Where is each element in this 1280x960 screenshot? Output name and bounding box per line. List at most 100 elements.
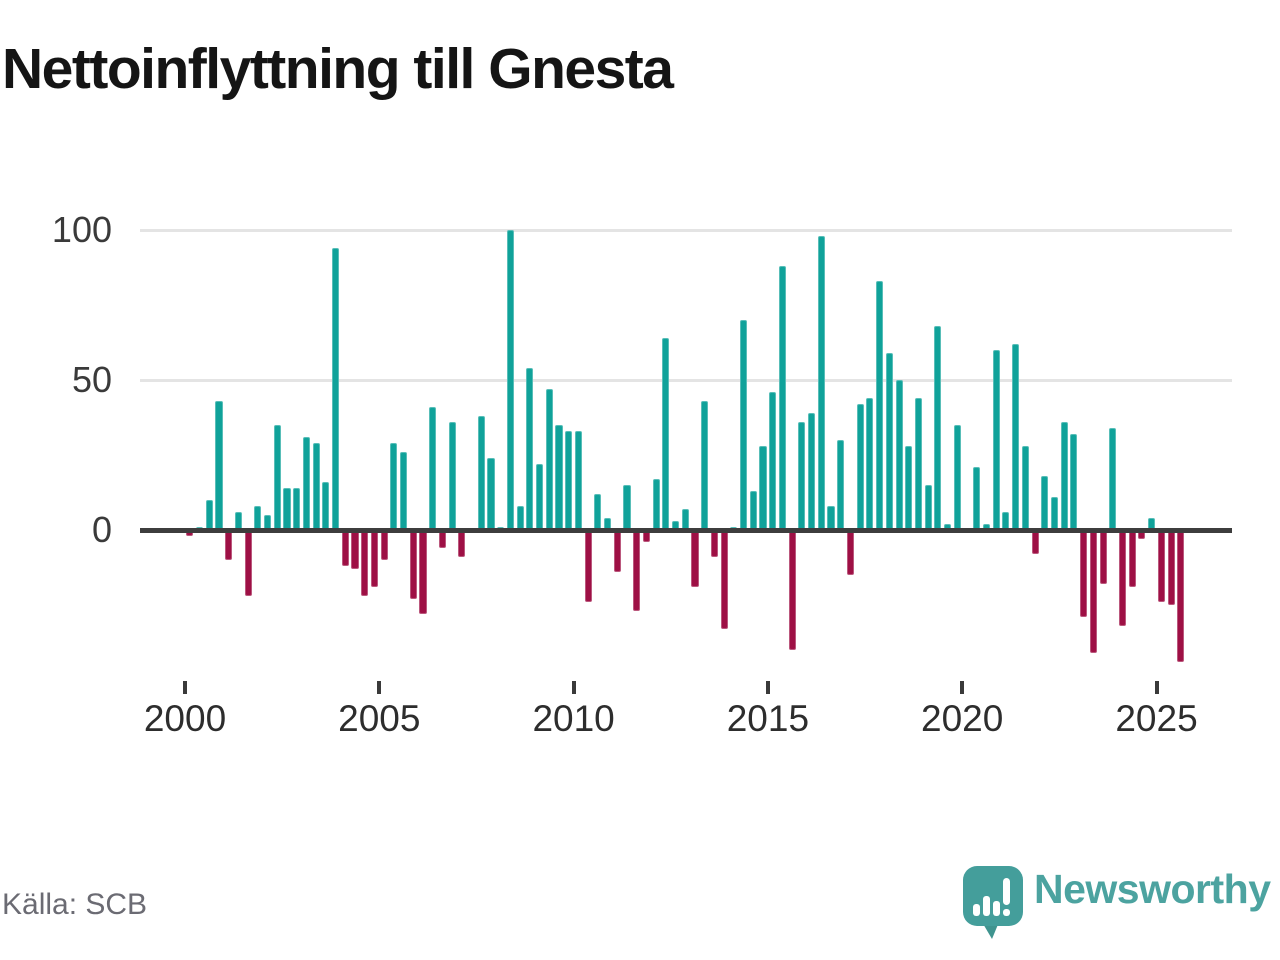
bar-2020-Q3 — [982, 524, 991, 530]
bar-2010-Q1 — [574, 431, 583, 530]
bar-2014-Q3 — [749, 491, 757, 530]
bar-2008-Q2 — [506, 230, 515, 530]
bar-2015-Q2 — [778, 266, 787, 530]
newsworthy-wordmark: Newsworthy — [1034, 866, 1271, 912]
bar-2009-Q2 — [545, 389, 553, 530]
bar-2023-Q1 — [1080, 530, 1088, 617]
bar-2021-Q1 — [1002, 512, 1010, 530]
bar-2003-Q4 — [332, 248, 340, 530]
bar-2001-Q2 — [234, 512, 242, 530]
bar-2023-Q4 — [1109, 428, 1117, 530]
bar-2017-Q2 — [856, 404, 864, 530]
bar-2006-Q4 — [448, 422, 456, 530]
bar-2013-Q2 — [701, 401, 709, 530]
bar-2024-Q1 — [1118, 530, 1127, 626]
bar-2017-Q1 — [846, 530, 855, 575]
bar-2023-Q3 — [1099, 530, 1107, 584]
source-caption: Källa: SCB — [2, 888, 148, 921]
bar-2015-Q3 — [788, 530, 796, 650]
bar-2024-Q2 — [1128, 530, 1136, 587]
bar-2006-Q1 — [419, 530, 427, 614]
bar-2023-Q2 — [1089, 530, 1097, 653]
bar-2022-Q2 — [1050, 497, 1059, 530]
bar-2012-Q3 — [672, 521, 680, 530]
bar-2000-Q4 — [215, 401, 223, 530]
bar-2022-Q3 — [1060, 422, 1068, 530]
bar-2005-Q3 — [400, 452, 408, 530]
bar-2013-Q4 — [720, 530, 728, 629]
gridline-100 — [140, 229, 1232, 232]
bar-2004-Q2 — [351, 530, 359, 569]
bar-2013-Q1 — [691, 530, 699, 587]
bar-2018-Q1 — [885, 353, 893, 530]
newsworthy-logo: Newsworthy — [962, 864, 1280, 940]
bar-2013-Q3 — [710, 530, 719, 557]
bar-2018-Q3 — [905, 446, 913, 530]
bar-2014-Q4 — [759, 446, 767, 530]
bar-2019-Q3 — [944, 524, 952, 530]
bar-2001-Q1 — [225, 530, 233, 560]
bar-2012-Q2 — [662, 338, 670, 530]
x-axis-tick-2000 — [183, 681, 187, 694]
bar-2010-Q3 — [594, 494, 602, 530]
bar-2000-Q3 — [205, 500, 213, 530]
y-axis-label-50: 50 — [71, 359, 112, 400]
bar-2016-Q2 — [817, 236, 825, 530]
x-axis-tick-2025 — [1154, 681, 1159, 694]
bar-2016-Q1 — [808, 413, 816, 530]
bar-2018-Q2 — [895, 380, 903, 530]
bar-2025-Q1 — [1157, 530, 1165, 602]
bar-2003-Q2 — [312, 443, 320, 530]
bar-2020-Q4 — [992, 350, 1000, 530]
x-axis-label-2020: 2020 — [921, 698, 1004, 739]
bar-2012-Q1 — [652, 479, 660, 530]
bar-2024-Q3 — [1138, 530, 1146, 539]
bar-2010-Q4 — [604, 518, 612, 530]
bar-2019-Q2 — [934, 326, 942, 530]
bar-2006-Q3 — [438, 530, 446, 548]
bar-2007-Q4 — [487, 458, 495, 530]
bar-2025-Q2 — [1167, 530, 1175, 605]
bar-2018-Q4 — [914, 398, 923, 530]
bar-2004-Q4 — [370, 530, 378, 587]
x-axis-label-2005: 2005 — [338, 698, 421, 739]
bar-2004-Q1 — [341, 530, 349, 566]
bar-2019-Q4 — [953, 425, 961, 530]
bar-2003-Q1 — [302, 437, 310, 530]
x-axis-label-2015: 2015 — [726, 698, 810, 739]
bar-2020-Q2 — [973, 467, 981, 530]
bar-2002-Q4 — [293, 488, 301, 530]
bar-2025-Q3 — [1177, 530, 1185, 662]
bar-2021-Q2 — [1012, 344, 1020, 530]
bar-2004-Q3 — [361, 530, 369, 596]
bar-2011-Q1 — [613, 530, 621, 572]
bar-2021-Q3 — [1021, 446, 1029, 530]
bar-2017-Q4 — [876, 281, 884, 530]
bar-2002-Q2 — [273, 425, 281, 530]
bar-2005-Q1 — [380, 530, 388, 560]
bar-2000-Q1 — [186, 530, 194, 536]
bar-2016-Q4 — [837, 440, 845, 530]
x-axis-tick-2020 — [960, 681, 965, 694]
bar-2010-Q2 — [584, 530, 592, 602]
bar-2001-Q3 — [244, 530, 252, 596]
bar-2021-Q4 — [1031, 530, 1039, 554]
x-axis-label-2010: 2010 — [532, 698, 615, 739]
bar-2014-Q2 — [740, 320, 748, 530]
bar-2016-Q3 — [827, 506, 835, 530]
bar-2008-Q3 — [516, 506, 524, 530]
x-axis-label-2000: 2000 — [143, 698, 227, 739]
bar-2001-Q4 — [254, 506, 262, 530]
bar-2009-Q3 — [555, 425, 563, 530]
bar-2022-Q4 — [1070, 434, 1078, 530]
x-axis-tick-2015 — [765, 681, 770, 694]
bar-2005-Q4 — [409, 530, 417, 599]
bar-2012-Q4 — [681, 509, 689, 530]
y-axis-label-100: 100 — [51, 209, 112, 250]
bar-2019-Q1 — [924, 485, 932, 530]
bar-2024-Q4 — [1148, 518, 1156, 530]
bar-2002-Q3 — [283, 488, 291, 530]
bar-2009-Q4 — [565, 431, 573, 530]
